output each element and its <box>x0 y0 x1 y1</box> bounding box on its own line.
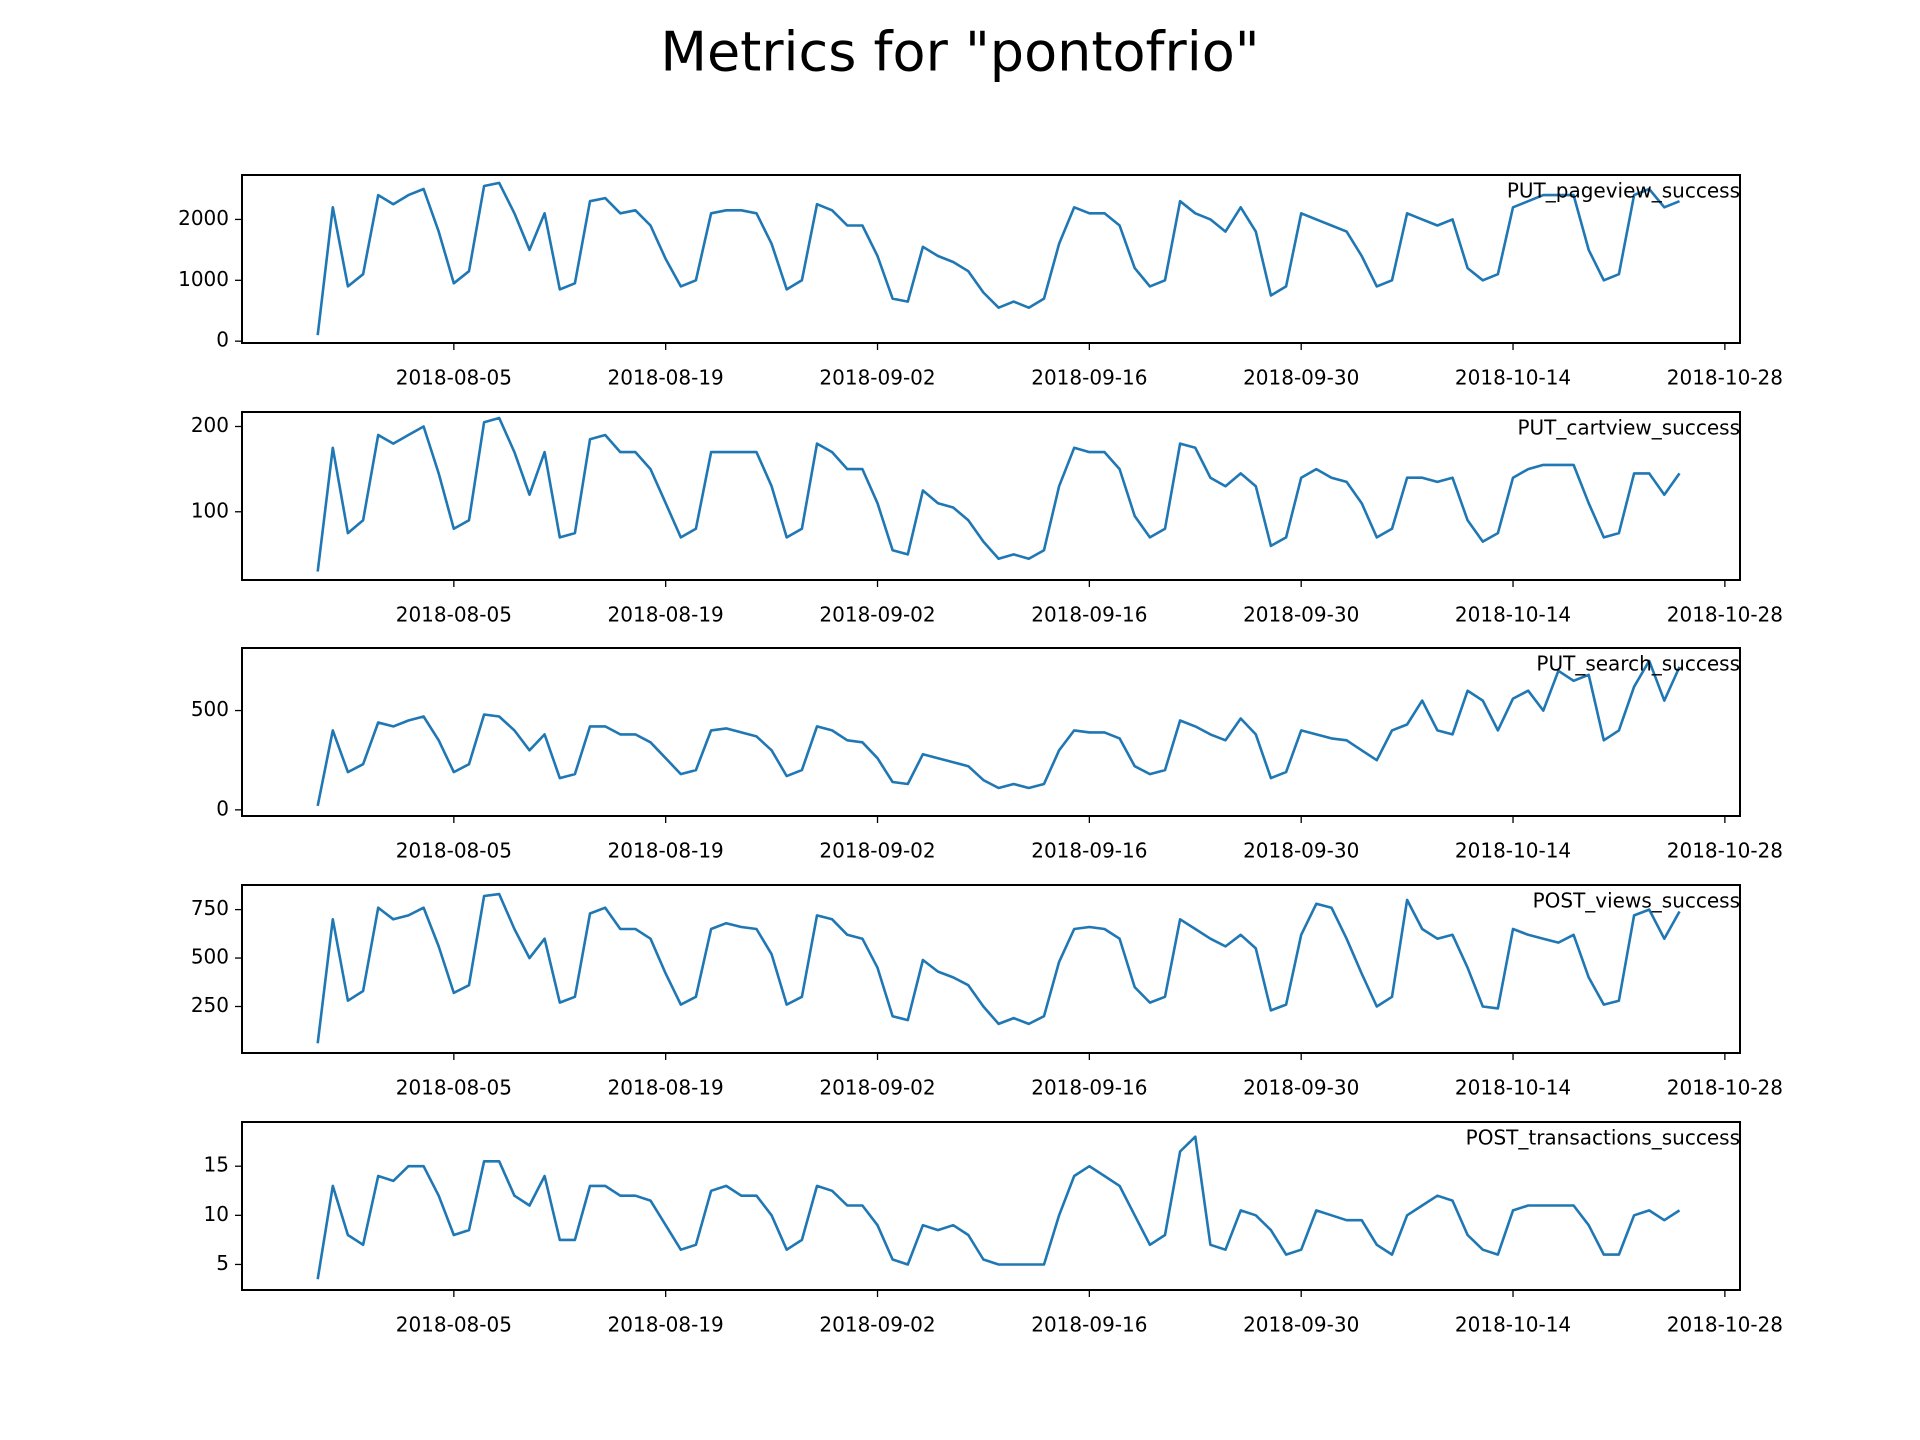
plot-area <box>316 181 1680 336</box>
x-tick-label: 2018-09-02 <box>819 1313 935 1337</box>
x-tick-label: 2018-08-19 <box>608 1313 724 1337</box>
x-tick-label: 2018-08-19 <box>608 603 724 627</box>
series-line <box>316 181 1680 336</box>
plot-area <box>316 416 1681 572</box>
series-label: POST_transactions_success <box>1466 1126 1740 1150</box>
x-tick-label: 2018-09-30 <box>1243 1076 1359 1100</box>
series-line <box>316 416 1681 572</box>
x-tick-label: 2018-09-16 <box>1031 1313 1147 1337</box>
x-tick-label: 2018-10-28 <box>1667 839 1783 863</box>
x-tick-label: 2018-09-30 <box>1243 1313 1359 1337</box>
x-tick-label: 2018-10-14 <box>1455 1313 1571 1337</box>
y-tick-label: 200 <box>191 413 229 437</box>
axes-frame <box>241 884 1741 1054</box>
x-tick-label: 2018-10-28 <box>1667 603 1783 627</box>
axes-frame <box>241 411 1741 581</box>
x-tick-label: 2018-10-28 <box>1667 1076 1783 1100</box>
x-tick-label: 2018-09-02 <box>819 603 935 627</box>
series-line <box>316 1135 1681 1280</box>
plot-area <box>316 892 1681 1044</box>
x-tick-label: 2018-08-05 <box>396 366 512 390</box>
series-label: PUT_search_success <box>1536 652 1740 676</box>
x-tick-label: 2018-09-16 <box>1031 839 1147 863</box>
x-tick-label: 2018-10-28 <box>1667 366 1783 390</box>
y-tick-label: 0 <box>216 328 229 352</box>
chart-title: Metrics for "pontofrio" <box>660 21 1259 84</box>
y-tick-label: 250 <box>191 993 229 1017</box>
x-tick-label: 2018-09-02 <box>819 366 935 390</box>
plot-area <box>316 1135 1681 1280</box>
x-tick-label: 2018-08-05 <box>396 603 512 627</box>
x-tick-label: 2018-09-02 <box>819 839 935 863</box>
y-tick-label: 2000 <box>178 206 229 230</box>
x-tick-label: 2018-09-30 <box>1243 366 1359 390</box>
x-tick-label: 2018-10-28 <box>1667 1313 1783 1337</box>
x-tick-label: 2018-09-02 <box>819 1076 935 1100</box>
x-tick-label: 2018-09-16 <box>1031 366 1147 390</box>
x-tick-label: 2018-10-14 <box>1455 1076 1571 1100</box>
x-tick-label: 2018-10-14 <box>1455 839 1571 863</box>
x-tick-label: 2018-09-16 <box>1031 1076 1147 1100</box>
x-tick-label: 2018-08-05 <box>396 839 512 863</box>
y-tick-label: 750 <box>191 896 229 920</box>
y-tick-label: 15 <box>204 1153 229 1177</box>
x-tick-label: 2018-08-19 <box>608 366 724 390</box>
axes-frame <box>241 647 1741 817</box>
series-label: PUT_pageview_success <box>1507 179 1740 203</box>
x-tick-label: 2018-09-16 <box>1031 603 1147 627</box>
x-tick-label: 2018-08-19 <box>608 1076 724 1100</box>
axes-frame <box>241 1121 1741 1291</box>
series-line <box>316 892 1681 1044</box>
y-tick-label: 1000 <box>178 267 229 291</box>
y-tick-label: 10 <box>204 1202 229 1226</box>
y-tick-label: 0 <box>216 796 229 820</box>
y-tick-label: 500 <box>191 697 229 721</box>
x-tick-label: 2018-10-14 <box>1455 603 1571 627</box>
y-tick-label: 5 <box>216 1251 229 1275</box>
x-tick-label: 2018-09-30 <box>1243 839 1359 863</box>
x-tick-label: 2018-08-19 <box>608 839 724 863</box>
x-tick-label: 2018-08-05 <box>396 1076 512 1100</box>
x-tick-label: 2018-09-30 <box>1243 603 1359 627</box>
series-label: POST_views_success <box>1533 889 1740 913</box>
x-tick-label: 2018-10-14 <box>1455 366 1571 390</box>
series-line <box>316 659 1681 807</box>
series-label: PUT_cartview_success <box>1517 416 1740 440</box>
x-tick-label: 2018-08-05 <box>396 1313 512 1337</box>
axes-frame <box>241 174 1741 344</box>
y-tick-label: 500 <box>191 945 229 969</box>
y-tick-label: 100 <box>191 498 229 522</box>
plot-area <box>316 659 1681 807</box>
